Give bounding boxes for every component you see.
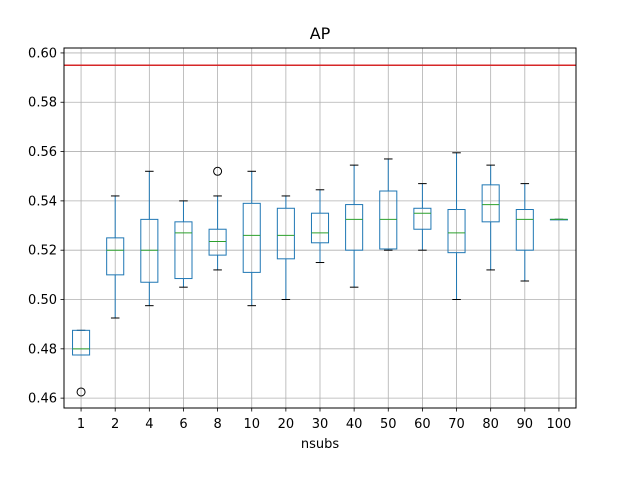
y-tick-label: 0.60 [28, 46, 57, 61]
x-axis-label: nsubs [301, 437, 340, 452]
box-100 [549, 218, 568, 221]
x-tick-label: 6 [179, 417, 187, 432]
box-20 [276, 195, 295, 301]
box-body [140, 218, 159, 283]
box-body [515, 209, 534, 251]
box-body [106, 237, 125, 276]
x-tick-label: 8 [213, 417, 221, 432]
box-8 [208, 166, 227, 271]
y-tick-label: 0.48 [28, 342, 57, 357]
box-40 [345, 164, 364, 288]
y-tick-label: 0.52 [28, 244, 57, 259]
y-tick-label: 0.46 [28, 392, 57, 407]
box-body [72, 329, 91, 356]
box-body [345, 204, 364, 251]
ticks-layer: 0.46 0.48 0.50 0.52 0.54 0.56 0.58 0.60 1 2 4 6 8 10 2… [28, 46, 571, 432]
y-tick-label: 0.50 [28, 293, 57, 308]
box-6 [174, 200, 193, 288]
box-70 [447, 152, 466, 301]
y-tick-label: 0.58 [28, 96, 57, 111]
box-body [379, 190, 398, 250]
box-30 [310, 189, 330, 264]
x-tick-label: 1 [77, 417, 85, 432]
y-tick-label: 0.56 [28, 145, 57, 160]
x-tick-label: 60 [414, 417, 431, 432]
box-body [310, 212, 330, 244]
box-2 [106, 195, 125, 319]
box-80 [481, 164, 500, 271]
chart-title: AP [310, 24, 331, 43]
x-tick-label: 2 [111, 417, 119, 432]
x-tick-label: 70 [448, 417, 465, 432]
box-body [174, 221, 193, 280]
x-tick-label: 10 [243, 417, 260, 432]
x-tick-label: 90 [517, 417, 534, 432]
box-body [447, 209, 466, 254]
y-tick-label: 0.54 [28, 194, 57, 209]
box-body [276, 207, 295, 260]
box-50 [379, 158, 398, 251]
x-tick-label: 30 [312, 417, 329, 432]
x-tick-label: 4 [145, 417, 153, 432]
box-4 [140, 170, 159, 307]
x-tick-label: 100 [547, 417, 572, 432]
box-body [481, 184, 500, 223]
box-1 [72, 329, 91, 397]
boxes-layer [72, 152, 568, 397]
box-body [208, 228, 227, 256]
box-body [242, 202, 261, 273]
box-10 [242, 170, 261, 307]
x-tick-label: 20 [278, 417, 295, 432]
box-90 [515, 183, 534, 282]
box-60 [413, 183, 432, 251]
outlier-point [213, 166, 223, 176]
x-tick-label: 50 [380, 417, 397, 432]
x-tick-label: 40 [346, 417, 363, 432]
outlier-point [76, 387, 86, 397]
x-tick-label: 80 [482, 417, 499, 432]
box-body [413, 207, 432, 230]
